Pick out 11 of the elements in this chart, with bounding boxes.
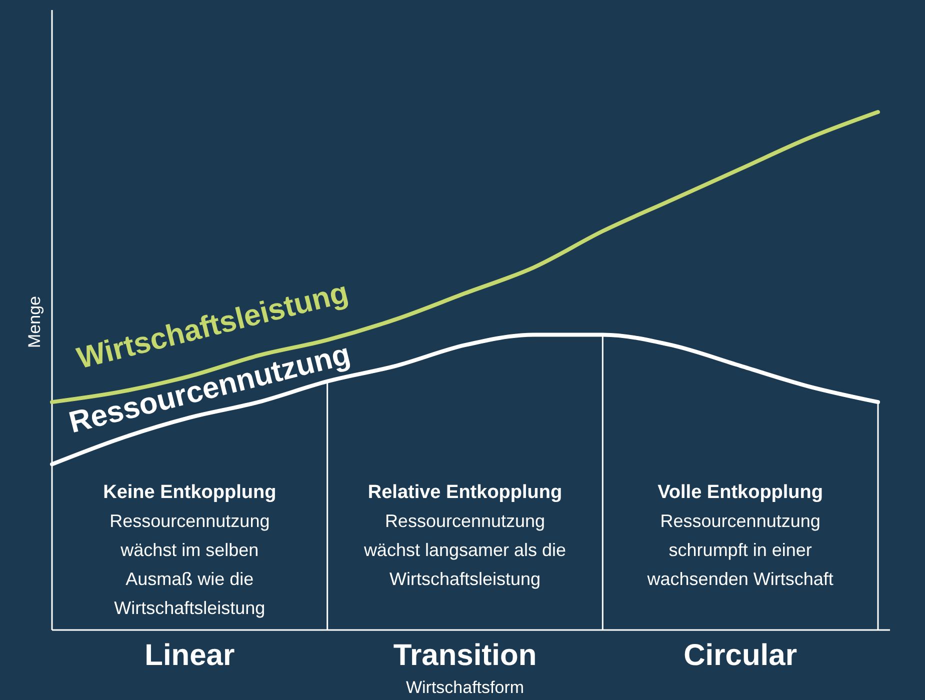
annotation: Ressourcennutzung wächst langsamer als die Wirtschaftsleistung xyxy=(362,511,566,589)
annotation: Ressourcennutzung wächst im selben Ausmaß wie die Wirtschaftsleistung xyxy=(110,511,270,618)
annotation: Volle Entkopplung xyxy=(658,482,824,503)
x-tick-label: Circular xyxy=(684,639,798,672)
x-tick-label: Linear xyxy=(144,639,236,672)
x-tick-label: Transition xyxy=(393,639,537,672)
annotation: Keine Entkopplung xyxy=(103,482,276,503)
annotation: Ressourcennutzung schrumpft in einer wachsenden Wirtschaft xyxy=(646,511,834,589)
x-axis-title: Wirtschaftsform xyxy=(406,678,524,697)
annotation: Relative Entkopplung xyxy=(368,482,562,503)
y-axis-title: Menge xyxy=(25,296,44,348)
